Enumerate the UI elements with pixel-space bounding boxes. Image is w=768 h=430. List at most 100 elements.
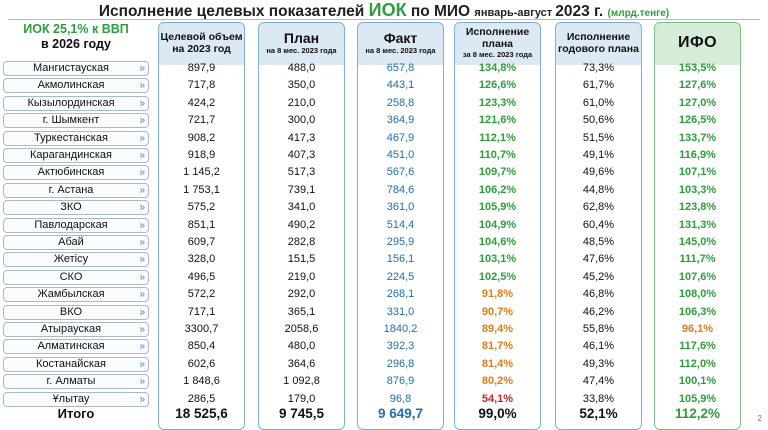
cell-exec: 91,8% bbox=[481, 288, 514, 301]
cell-exec: 134,8% bbox=[478, 62, 517, 74]
region-name: Атырауская » bbox=[3, 322, 149, 337]
cell-annual: 45,2% bbox=[582, 270, 615, 283]
cell-plan: 300,0 bbox=[287, 114, 316, 127]
cell-plan: 292,0 bbox=[287, 288, 316, 301]
region-label: Жамбылская bbox=[37, 288, 105, 301]
cell-ifo: 127,6% bbox=[678, 79, 717, 92]
cell-target: 1 753,1 bbox=[183, 183, 220, 196]
cell-plan: 517,3 bbox=[287, 166, 316, 179]
cell-plan: 341,0 bbox=[287, 201, 316, 214]
cell-fact: 567,6 bbox=[386, 166, 415, 179]
chevron-right-icon: » bbox=[139, 341, 145, 353]
cell-exec: 81,4% bbox=[481, 357, 514, 370]
cell-target: 1 145,2 bbox=[183, 166, 220, 179]
cell-fact: 467,9 bbox=[386, 131, 415, 144]
region-label: Алматинская bbox=[37, 340, 105, 353]
cell-annual: 44,8% bbox=[582, 183, 615, 196]
region-label: Ұлытау bbox=[52, 392, 90, 405]
column-target: Целевой объем на 2023 год bbox=[158, 22, 245, 430]
chevron-right-icon: » bbox=[139, 80, 145, 92]
cell-target: 918,9 bbox=[187, 149, 216, 161]
region-label: Павлодарская bbox=[34, 218, 108, 231]
title-divider bbox=[8, 19, 760, 20]
cell-ifo: 108,0% bbox=[678, 288, 717, 301]
cell-plan: 364,6 bbox=[287, 357, 316, 370]
cell-fact: 361,0 bbox=[386, 201, 415, 214]
chevron-right-icon: » bbox=[139, 167, 145, 179]
cell-ifo: 96,1% bbox=[681, 323, 714, 335]
cell-plan: 365,1 bbox=[287, 305, 316, 318]
cell-exec: 81,7% bbox=[481, 340, 514, 353]
chevron-right-icon: » bbox=[139, 237, 145, 248]
cell-annual: 49,1% bbox=[582, 149, 615, 161]
cell-ifo: 105,9% bbox=[678, 392, 717, 405]
total-label: Итого bbox=[57, 406, 95, 421]
cell-plan: 350,0 bbox=[287, 79, 316, 92]
chevron-right-icon: » bbox=[139, 254, 145, 266]
cell-ifo: 116,9% bbox=[679, 149, 716, 161]
cell-annual: 50,6% bbox=[582, 114, 615, 127]
cell-annual: 61,7% bbox=[582, 79, 615, 92]
chevron-right-icon: » bbox=[139, 219, 145, 231]
chevron-right-icon: » bbox=[139, 271, 145, 283]
cell-annual: 73,3% bbox=[582, 62, 615, 74]
cell-annual: 55,8% bbox=[582, 323, 615, 335]
cell-ifo: 100,1% bbox=[678, 375, 717, 388]
cell-annual: 62,8% bbox=[582, 201, 615, 214]
total-annual: 52,1% bbox=[579, 406, 618, 421]
region-label: Акмолинская bbox=[37, 79, 105, 92]
cell-ifo: 106,3% bbox=[678, 305, 717, 318]
cell-fact: 657,8 bbox=[386, 62, 415, 74]
cell-fact: 364,9 bbox=[386, 114, 415, 127]
header-exec: Исполнение плана за 8 мес. 2023 года bbox=[462, 26, 533, 59]
region-label: Абай bbox=[58, 236, 84, 248]
region-name: Кызылординская » bbox=[3, 95, 149, 111]
cell-target: 908,2 bbox=[187, 131, 216, 144]
region-name: г. Алматы » bbox=[3, 374, 149, 390]
cell-target: 897,9 bbox=[187, 62, 216, 74]
cell-annual: 46,8% bbox=[582, 288, 615, 301]
cell-exec: 112,1% bbox=[479, 131, 516, 144]
chevron-right-icon: » bbox=[139, 184, 145, 196]
cell-fact: 1840,2 bbox=[383, 323, 418, 335]
chevron-right-icon: » bbox=[139, 202, 145, 214]
region-name: г. Астана » bbox=[3, 182, 149, 198]
cell-fact: 156,1 bbox=[386, 253, 415, 266]
cell-exec: 104,6% bbox=[478, 236, 517, 248]
region-name: Карагандинская » bbox=[3, 148, 149, 163]
cell-annual: 47,6% bbox=[582, 253, 615, 266]
cell-fact: 331,0 bbox=[386, 305, 415, 318]
cell-plan: 490,2 bbox=[287, 218, 316, 231]
region-label: Атырауская bbox=[40, 323, 102, 335]
region-label: Мангистауская bbox=[32, 62, 110, 74]
chevron-right-icon: » bbox=[139, 115, 145, 127]
cell-ifo: 131,3% bbox=[678, 218, 717, 231]
cell-target: 851,1 bbox=[187, 218, 216, 231]
cell-plan: 282,8 bbox=[287, 236, 316, 248]
region-name: Акмолинская » bbox=[3, 78, 149, 94]
header-target: Целевой объем на 2023 год bbox=[160, 31, 243, 55]
header-plan: План на 8 мес. 2023 года bbox=[266, 30, 337, 55]
cell-ifo: 103,3% bbox=[678, 183, 717, 196]
cell-plan: 739,1 bbox=[287, 183, 316, 196]
cell-fact: 96,8 bbox=[389, 392, 412, 405]
region-name: Актюбинская » bbox=[3, 165, 149, 181]
cell-exec: 80,2% bbox=[481, 375, 514, 388]
chevron-right-icon: » bbox=[139, 132, 145, 144]
total-exec: 99,0% bbox=[478, 406, 517, 421]
cell-fact: 295,9 bbox=[386, 236, 415, 248]
chevron-right-icon: » bbox=[139, 150, 145, 161]
header-ifo: ИФО bbox=[677, 34, 718, 51]
cell-exec: 109,7% bbox=[478, 166, 517, 179]
cell-plan: 210,0 bbox=[287, 96, 316, 109]
region-name: г. Шымкент » bbox=[3, 113, 149, 129]
chevron-right-icon: » bbox=[139, 289, 145, 301]
region-name: Костанайская » bbox=[3, 356, 149, 372]
cell-fact: 268,1 bbox=[386, 288, 415, 301]
cell-ifo: 112,0% bbox=[679, 357, 716, 370]
total-target: 18 525,6 bbox=[175, 406, 228, 421]
cell-annual: 33,8% bbox=[582, 392, 615, 405]
cell-exec: 105,9% bbox=[478, 201, 517, 214]
chevron-right-icon: » bbox=[139, 306, 145, 318]
page-title: Исполнение целевых показателей ИОК по МИ… bbox=[98, 0, 670, 20]
